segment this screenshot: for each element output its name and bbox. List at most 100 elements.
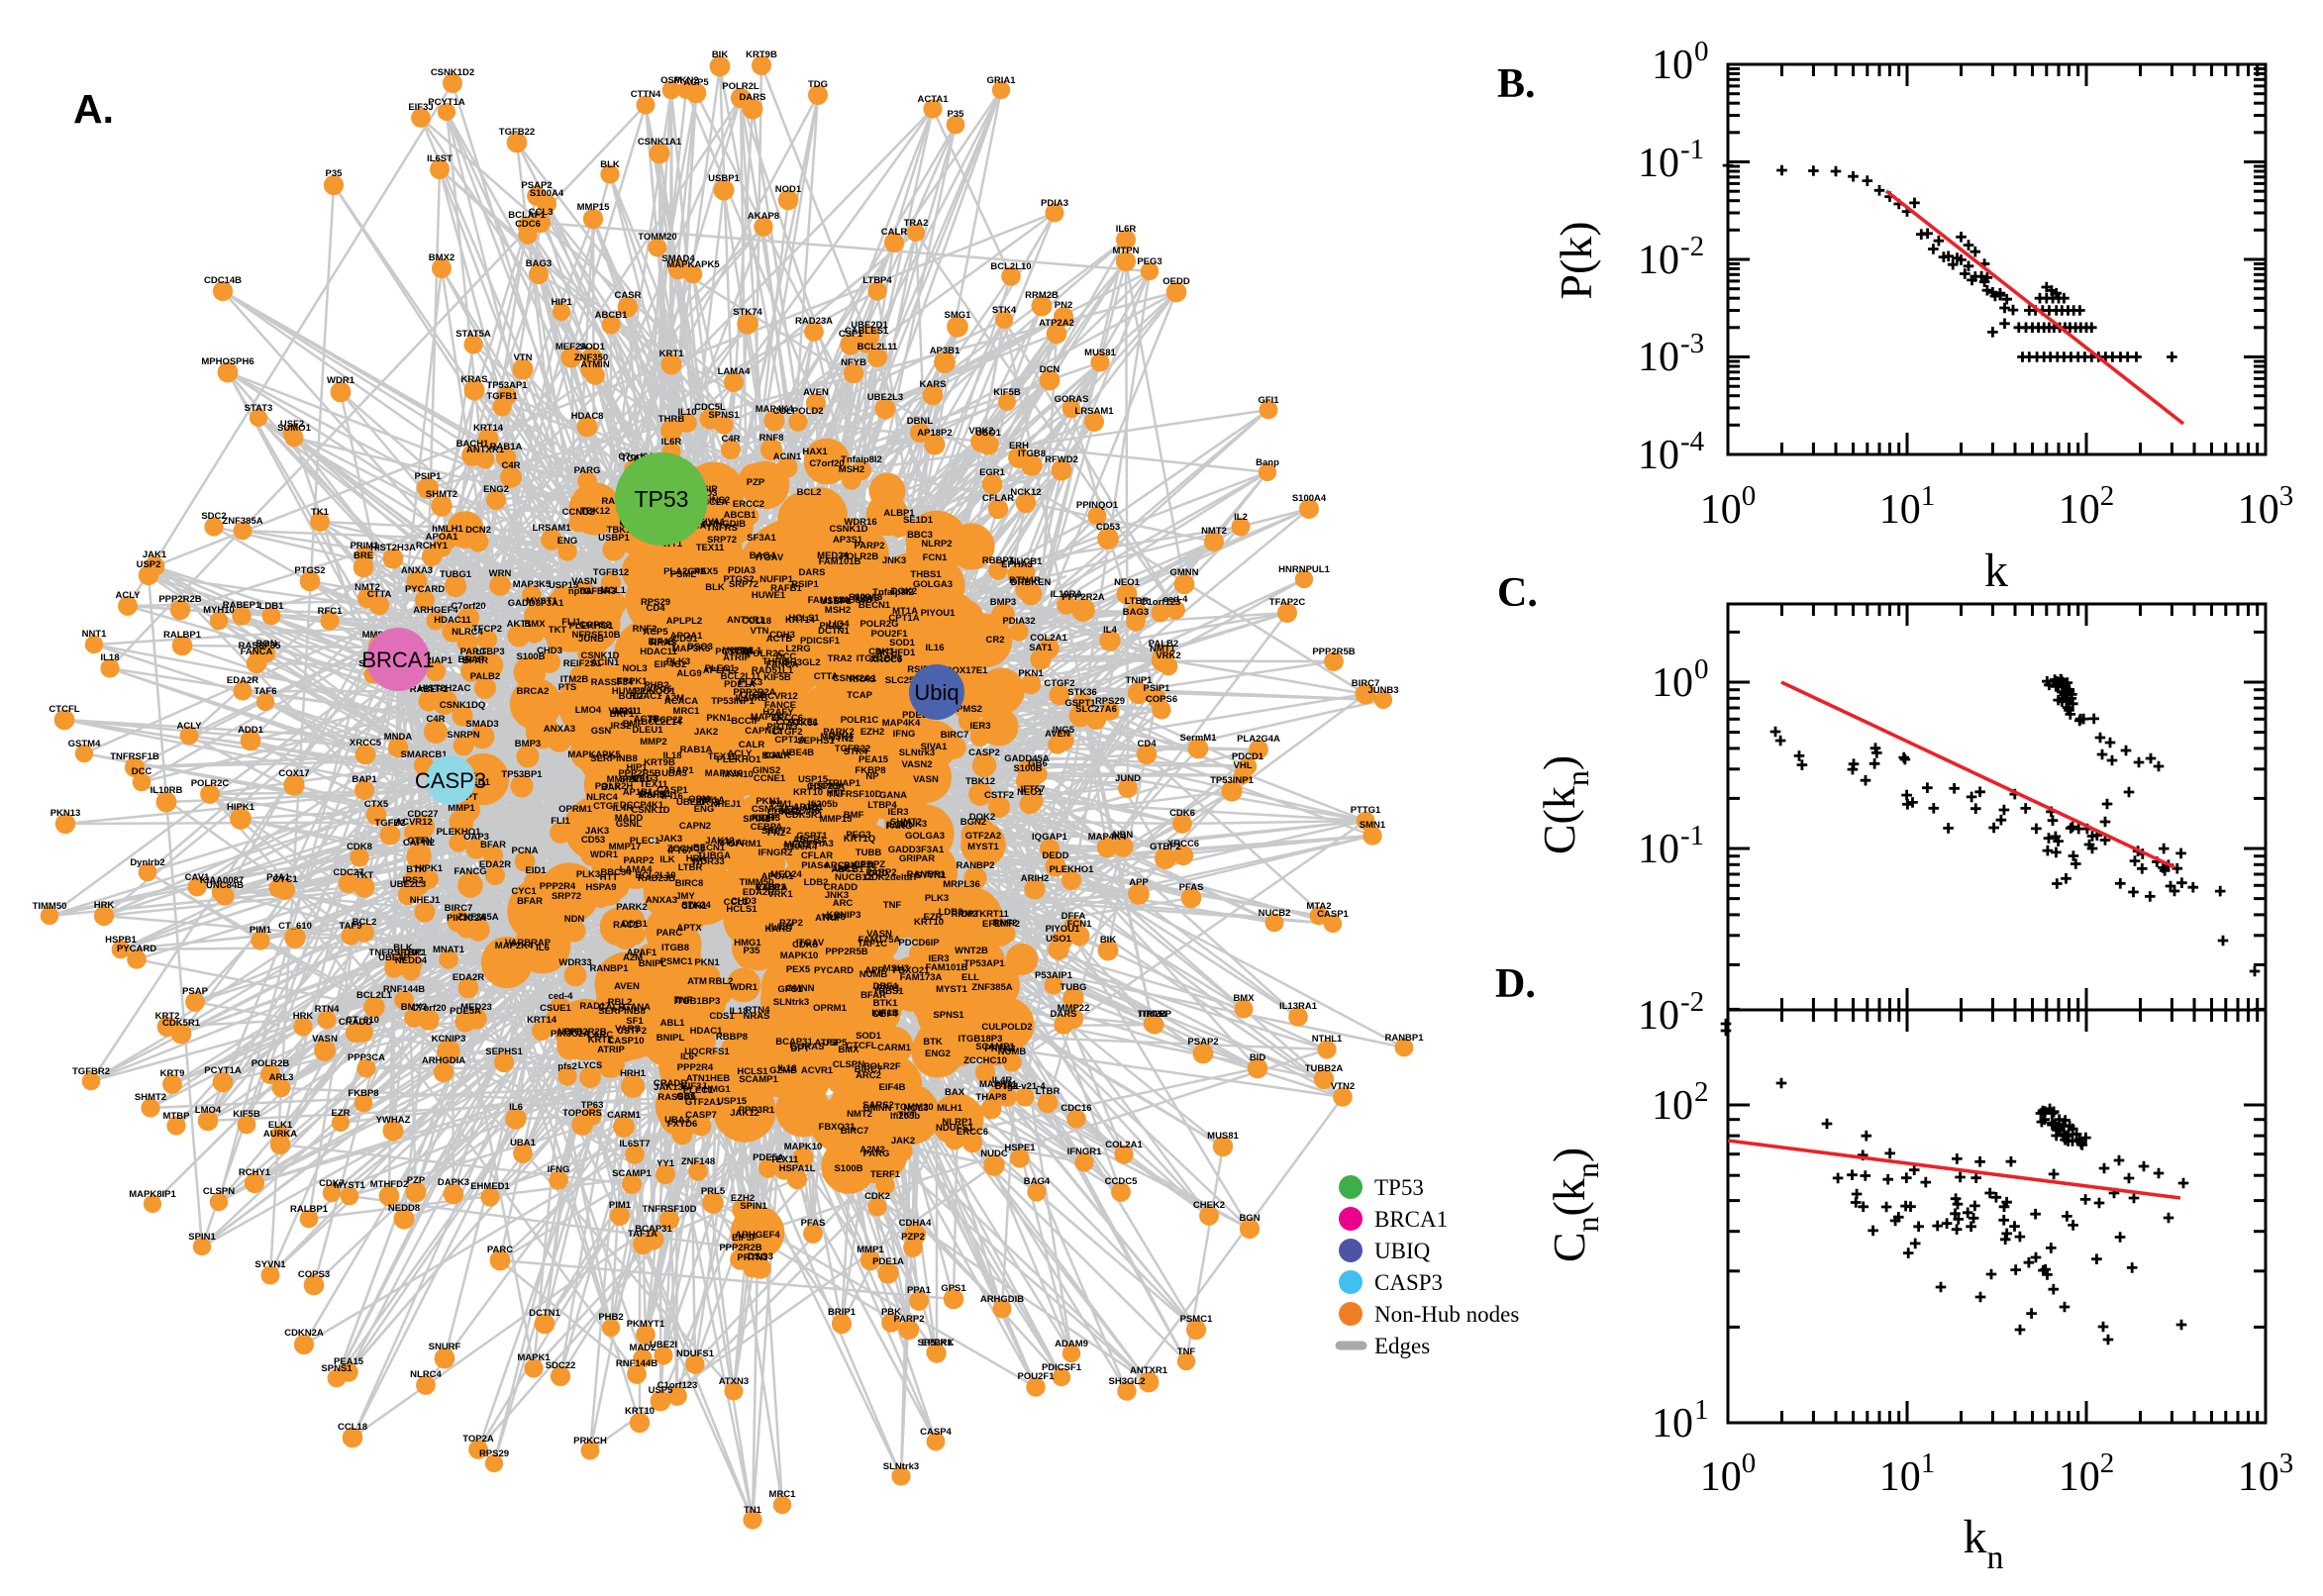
svg-text:ACP5: ACP5 — [683, 77, 709, 88]
svg-text:KCNIP3: KCNIP3 — [432, 1034, 466, 1045]
svg-text:ERCC6: ERCC6 — [957, 1127, 988, 1138]
svg-text:KRT10: KRT10 — [625, 1406, 655, 1417]
svg-text:MMP15: MMP15 — [577, 202, 610, 213]
svg-text:MAPKAPK5: MAPKAPK5 — [666, 259, 720, 270]
svg-text:LTBP4: LTBP4 — [862, 275, 892, 286]
svg-text:BAX: BAX — [945, 1087, 965, 1098]
svg-text:NHEJ1: NHEJ1 — [410, 895, 441, 906]
svg-text:POLR2C: POLR2C — [191, 778, 230, 789]
svg-text:RFWD2: RFWD2 — [1045, 454, 1078, 465]
svg-text:HSPA9: HSPA9 — [586, 882, 617, 893]
svg-text:KIF1B: KIF1B — [871, 1008, 899, 1019]
svg-text:BFAR: BFAR — [480, 840, 506, 850]
svg-text:TERF1: TERF1 — [870, 1169, 901, 1180]
svg-text:CARM1: CARM1 — [607, 1110, 641, 1121]
svg-text:ANXA3: ANXA3 — [401, 565, 433, 576]
svg-text:HDAC1: HDAC1 — [690, 1026, 723, 1037]
svg-text:OSM: OSM — [660, 75, 682, 86]
svg-text:EZR: EZR — [332, 1108, 351, 1119]
svg-text:PHB2: PHB2 — [598, 1312, 623, 1323]
svg-text:BIRC8: BIRC8 — [675, 878, 704, 889]
svg-text:CFLAR: CFLAR — [982, 493, 1014, 504]
svg-text:RNF2: RNF2 — [633, 624, 657, 635]
svg-text:SUMO1: SUMO1 — [277, 423, 312, 434]
svg-text:AP18P2: AP18P2 — [917, 428, 952, 439]
svg-text:BAG4: BAG4 — [750, 550, 776, 561]
svg-text:DOK2: DOK2 — [969, 812, 995, 823]
svg-text:DDB1: DDB1 — [622, 919, 649, 930]
svg-text:IL4: IL4 — [1103, 625, 1117, 636]
svg-text:HAX1: HAX1 — [802, 447, 828, 457]
svg-text:MYST1: MYST1 — [334, 1180, 365, 1191]
svg-text:P35: P35 — [948, 109, 965, 120]
svg-text:RNF8: RNF8 — [759, 433, 784, 444]
svg-text:MMP1: MMP1 — [857, 1245, 884, 1255]
svg-text:Banp: Banp — [1256, 457, 1279, 468]
svg-text:TNF: TNF — [883, 900, 902, 911]
svg-text:VHL: VHL — [1234, 760, 1253, 771]
svg-text:COPS6: COPS6 — [1146, 694, 1177, 705]
svg-text:SRP72: SRP72 — [729, 579, 758, 590]
svg-text:CASR: CASR — [615, 290, 642, 301]
svg-text:GOLGA3: GOLGA3 — [913, 579, 953, 590]
svg-text:MTPN: MTPN — [1113, 246, 1140, 256]
svg-text:MNAT1: MNAT1 — [433, 945, 465, 955]
svg-text:APOA1: APOA1 — [426, 532, 458, 543]
svg-text:STK36: STK36 — [1067, 687, 1097, 698]
svg-text:RALBP1: RALBP1 — [290, 1204, 329, 1215]
svg-text:PCYT1A: PCYT1A — [428, 97, 465, 108]
svg-text:BMX3: BMX3 — [401, 1002, 427, 1013]
svg-text:JAK2: JAK2 — [891, 1136, 915, 1147]
svg-text:ERCC2: ERCC2 — [733, 499, 764, 510]
svg-text:WNT2B: WNT2B — [955, 946, 988, 956]
svg-text:JNK3: JNK3 — [882, 555, 906, 566]
svg-text:DEDD: DEDD — [1043, 850, 1069, 861]
svg-text:RANBP2: RANBP2 — [956, 860, 994, 871]
svg-text:ACVR1: ACVR1 — [801, 1065, 834, 1076]
svg-text:ADD1: ADD1 — [238, 725, 264, 736]
svg-text:TP53INP1: TP53INP1 — [1210, 775, 1255, 786]
svg-text:PPP2R2A: PPP2R2A — [1061, 592, 1104, 603]
svg-text:IER3: IER3 — [969, 721, 990, 732]
svg-text:GMNN: GMNN — [1169, 567, 1198, 578]
svg-text:WDR16: WDR16 — [844, 517, 876, 528]
svg-text:JAK13: JAK13 — [654, 1082, 683, 1093]
svg-text:FKBP8: FKBP8 — [855, 765, 885, 776]
svg-text:APP: APP — [1129, 877, 1149, 888]
svg-text:SMG1: SMG1 — [945, 310, 972, 321]
svg-text:PPP3CA: PPP3CA — [348, 1052, 385, 1063]
svg-text:MAP3K5: MAP3K5 — [513, 579, 552, 590]
svg-text:ACVR12: ACVR12 — [395, 817, 433, 828]
svg-text:PSIP1: PSIP1 — [415, 471, 443, 482]
svg-text:COX17: COX17 — [278, 768, 309, 779]
svg-text:USBP1: USBP1 — [708, 173, 740, 184]
svg-text:SermM1: SermM1 — [1180, 733, 1218, 744]
svg-text:TP53BP1: TP53BP1 — [501, 769, 543, 780]
svg-text:MYST1: MYST1 — [526, 596, 557, 607]
svg-text:TK1: TK1 — [311, 507, 330, 518]
svg-text:BRCA2: BRCA2 — [517, 686, 550, 697]
svg-text:PPP2R5B: PPP2R5B — [825, 947, 867, 957]
svg-text:MAP4K4: MAP4K4 — [1088, 832, 1127, 843]
svg-text:BIK: BIK — [1100, 935, 1117, 946]
svg-text:VASN: VASN — [312, 1034, 338, 1045]
svg-text:CDK5R1: CDK5R1 — [162, 1018, 201, 1029]
svg-text:ACTA1: ACTA1 — [918, 94, 950, 105]
svg-text:TRA2: TRA2 — [904, 218, 929, 229]
svg-text:SRP72: SRP72 — [552, 891, 581, 902]
svg-text:RNF2: RNF2 — [993, 918, 1018, 929]
svg-text:SH3GL2: SH3GL2 — [1109, 1376, 1146, 1387]
svg-text:PDIA32: PDIA32 — [1002, 616, 1035, 627]
svg-text:LRSAM1: LRSAM1 — [1074, 406, 1114, 417]
svg-text:XRCC6: XRCC6 — [1167, 839, 1199, 849]
svg-text:RAB1A: RAB1A — [490, 442, 523, 452]
svg-text:GSTM4: GSTM4 — [68, 739, 101, 749]
svg-text:SAT1: SAT1 — [1029, 643, 1053, 653]
svg-text:NMT2: NMT2 — [1201, 526, 1227, 537]
svg-text:BFAR: BFAR — [462, 655, 488, 666]
svg-text:ADAM9: ADAM9 — [1055, 1339, 1088, 1349]
svg-text:CD53: CD53 — [1096, 522, 1120, 533]
svg-text:NUDC: NUDC — [980, 1148, 1008, 1159]
svg-text:ZNF350: ZNF350 — [574, 352, 608, 363]
svg-text:BAG3: BAG3 — [1123, 607, 1149, 618]
